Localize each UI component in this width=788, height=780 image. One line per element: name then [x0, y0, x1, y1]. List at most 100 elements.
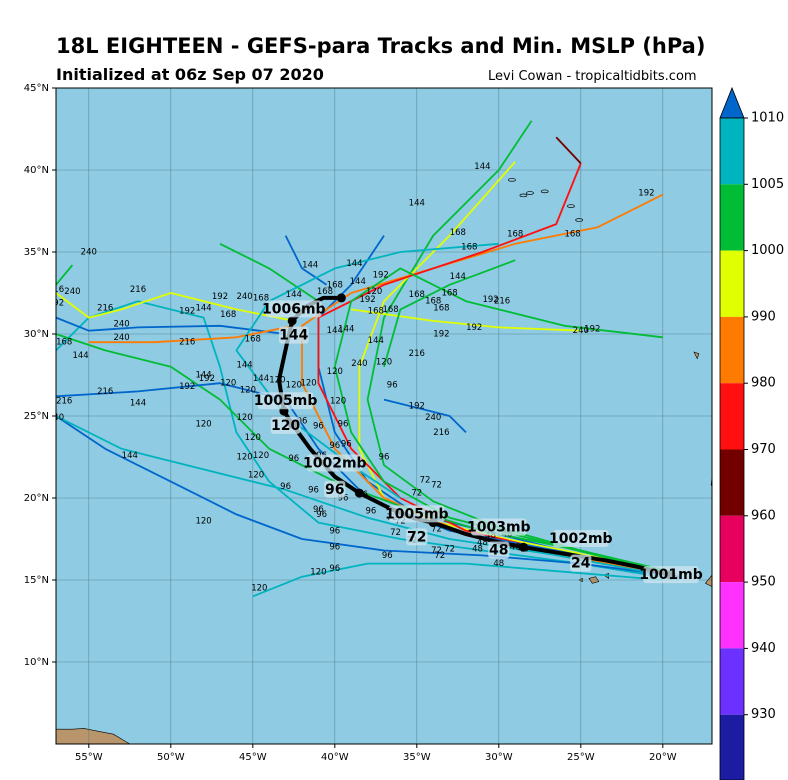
- lat-tick-label: 20°N: [24, 493, 49, 504]
- forecast-hour-label: 120: [366, 287, 382, 297]
- mean-track-label-bg: [324, 480, 346, 498]
- forecast-hour-label: 168: [317, 287, 333, 297]
- forecast-hour-label: 72: [434, 551, 445, 561]
- mean-track-label-bg: [270, 416, 301, 434]
- land-layer: [56, 178, 712, 744]
- mean-track-label: 48: [489, 542, 508, 558]
- forecast-hour-label: 96: [329, 543, 340, 553]
- forecast-hour-label: 192: [433, 330, 449, 340]
- forecast-hour-label: 144: [350, 277, 366, 287]
- colorbar-label: 1010: [751, 111, 784, 126]
- forecast-hour-label: 120: [327, 367, 343, 377]
- lat-tick-label: 30°N: [24, 329, 49, 340]
- forecast-hour-label: 144: [302, 261, 318, 271]
- forecast-hour-label: 168: [56, 338, 72, 348]
- lon-tick-label: 40°W: [321, 752, 349, 763]
- forecast-hour-label: 240: [351, 359, 367, 369]
- forecast-hour-label: 48: [510, 543, 521, 553]
- forecast-hour-label: 120: [236, 453, 252, 463]
- lat-tick-label: 10°N: [24, 657, 49, 668]
- colorbar-segment: [720, 383, 744, 450]
- ensemble-track-17: [56, 316, 286, 335]
- forecast-hour-label: 120: [376, 357, 392, 367]
- forecast-hour-label: 120: [286, 380, 302, 390]
- lon-tick-label: 50°W: [157, 752, 185, 763]
- mean-track-label: 120: [271, 418, 300, 434]
- forecast-hour-label: 72: [444, 544, 455, 554]
- forecast-hour-label: 120: [245, 433, 261, 443]
- colorbar-segment: [720, 582, 744, 649]
- azores-island-4: [575, 218, 584, 222]
- mean-track-label-bg: [278, 326, 309, 344]
- colorbar-segment: [720, 316, 744, 384]
- forecast-hour-label: 96: [338, 420, 349, 430]
- colorbar-label: 970: [751, 442, 776, 457]
- forecast-hour-label: 144: [195, 371, 211, 381]
- colorbar-label: 990: [751, 309, 776, 324]
- colorbar-label: 940: [751, 641, 776, 656]
- mean-track-point: [287, 316, 297, 326]
- forecast-hour-label: 240: [236, 292, 252, 302]
- mean-track-label-bg: [389, 505, 445, 523]
- mean-track-label-bg: [643, 566, 699, 584]
- forecast-hour-label: 192: [584, 325, 600, 335]
- mean-track-label: 1005mb: [254, 393, 318, 409]
- forecast-hour-label: 96: [379, 453, 390, 463]
- forecast-hour-label: 48: [493, 559, 504, 569]
- forecast-hour-label: 144: [450, 272, 466, 282]
- mean-track-label: 72: [407, 529, 426, 545]
- forecast-hour-label: 168: [245, 334, 261, 344]
- forecast-hour-label: 144: [253, 374, 269, 384]
- colorbar-label: 1000: [751, 243, 784, 258]
- ensemble-track-15: [56, 264, 74, 286]
- forecast-hour-label: 144: [130, 398, 146, 408]
- forecast-hour-label: 216: [409, 349, 425, 359]
- colorbar-segment: [720, 449, 744, 516]
- forecast-hour-label: 168: [425, 297, 441, 307]
- lat-tick-label: 40°N: [24, 165, 49, 176]
- forecast-hour-label: 168: [564, 229, 580, 239]
- axis-ticks: 55°W 50°W 45°W 40°W 35°W 30°W 25°W 20°W 45°N 40°N…: [24, 83, 677, 763]
- ensemble-track-16: [219, 242, 319, 302]
- forecast-hour-label: 120: [310, 567, 326, 577]
- forecast-hour-label: 168: [368, 307, 384, 317]
- forecast-hour-label: 240: [81, 248, 97, 258]
- forecast-hour-label: 96: [308, 485, 319, 495]
- ensemble-track-5: [555, 136, 582, 165]
- forecast-hour-label: 192: [466, 323, 482, 333]
- mean-track-label: 96: [325, 482, 344, 498]
- forecast-hour-label: 96: [313, 505, 324, 515]
- forecast-hour-label: 240: [113, 333, 129, 343]
- forecast-hour-label: 216: [56, 397, 72, 407]
- forecast-hour-label: 72: [431, 546, 442, 556]
- landmass-6: [693, 351, 700, 360]
- forecast-hour-label: 240: [64, 287, 80, 297]
- forecast-hour-label: 96: [329, 564, 340, 574]
- forecast-hour-label: 144: [286, 290, 302, 300]
- mean-track-point: [336, 293, 346, 303]
- chart-subtitle: Initialized at 06z Sep 07 2020: [56, 65, 324, 84]
- forecast-hour-label: 72: [411, 489, 422, 499]
- mean-track-point: [354, 488, 364, 498]
- ensemble-track-13: [284, 235, 328, 286]
- forecast-hour-label: 192: [179, 382, 195, 392]
- chart-title: 18L EIGHTEEN - GEFS-para Tracks and Min.…: [56, 34, 706, 58]
- forecast-hour-label: 216: [97, 303, 113, 313]
- forecast-hour-label: 120: [253, 451, 269, 461]
- forecast-hour-label: 96: [387, 380, 398, 390]
- mean-track-label-bg: [553, 530, 609, 547]
- lon-tick-label: 25°W: [567, 752, 595, 763]
- mean-track-label: 1006mb: [262, 301, 326, 317]
- forecast-hour-label: 144: [409, 198, 425, 208]
- colorbar-top-arrow: [719, 86, 745, 119]
- mean-track-label: 1001mb: [639, 567, 703, 583]
- forecast-hour-label: 240: [48, 413, 64, 423]
- forecast-hour-label: 48: [485, 531, 496, 541]
- forecast-hour-label: 96: [329, 526, 340, 536]
- colorbar-label: 930: [751, 707, 776, 722]
- mean-track-label: 1003mb: [467, 520, 531, 536]
- forecast-hour-label: 168: [461, 243, 477, 253]
- forecast-hour-label: 168: [382, 305, 398, 315]
- forecast-hour-label: 120: [248, 471, 264, 481]
- mean-track-label: 144: [279, 328, 308, 344]
